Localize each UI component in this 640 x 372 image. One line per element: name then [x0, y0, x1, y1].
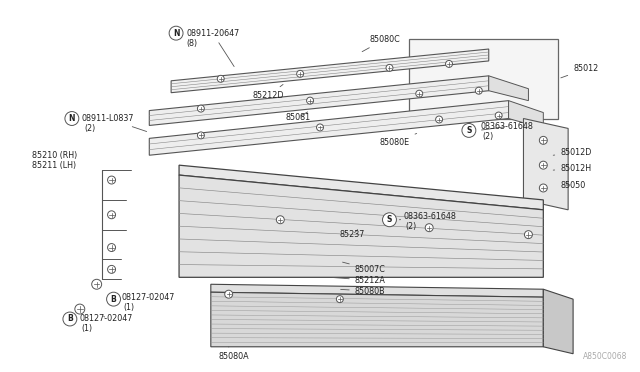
Circle shape: [65, 112, 79, 125]
Circle shape: [307, 97, 314, 104]
Polygon shape: [171, 49, 489, 93]
Circle shape: [108, 211, 116, 219]
Polygon shape: [149, 76, 489, 125]
Polygon shape: [211, 292, 543, 347]
Circle shape: [425, 224, 433, 232]
Circle shape: [197, 105, 204, 112]
Polygon shape: [179, 175, 543, 277]
Circle shape: [108, 244, 116, 251]
Text: 85012: 85012: [561, 64, 598, 78]
Polygon shape: [179, 165, 543, 210]
Circle shape: [276, 216, 284, 224]
Polygon shape: [509, 101, 543, 128]
Text: (2): (2): [483, 132, 494, 141]
Circle shape: [197, 132, 204, 139]
Circle shape: [337, 296, 343, 303]
Circle shape: [108, 176, 116, 184]
Polygon shape: [211, 284, 543, 297]
Text: B: B: [111, 295, 116, 304]
Circle shape: [540, 137, 547, 144]
Text: 85081: 85081: [285, 112, 310, 122]
Text: 85080C: 85080C: [362, 35, 401, 52]
Circle shape: [436, 116, 443, 123]
Circle shape: [297, 70, 303, 77]
Text: 85080E: 85080E: [380, 134, 417, 147]
Circle shape: [524, 231, 532, 238]
Text: 85080A: 85080A: [219, 347, 250, 361]
Text: (2): (2): [405, 222, 417, 231]
Text: 85237: 85237: [340, 230, 365, 239]
Text: N: N: [68, 114, 75, 123]
Polygon shape: [149, 101, 509, 155]
Text: 85007C: 85007C: [342, 262, 386, 274]
Circle shape: [495, 112, 502, 119]
Circle shape: [169, 26, 183, 40]
Circle shape: [63, 312, 77, 326]
Text: 85212A: 85212A: [333, 276, 386, 285]
Circle shape: [75, 304, 84, 314]
Polygon shape: [524, 119, 568, 210]
Text: 85210 (RH): 85210 (RH): [32, 151, 77, 160]
Circle shape: [317, 124, 323, 131]
Text: 08363-61648: 08363-61648: [399, 212, 456, 221]
Text: N: N: [173, 29, 179, 38]
Circle shape: [476, 87, 483, 94]
Text: S: S: [466, 126, 472, 135]
Circle shape: [383, 213, 396, 227]
Circle shape: [445, 60, 452, 67]
Text: 08127-02047: 08127-02047: [122, 293, 175, 302]
Circle shape: [225, 290, 233, 298]
Text: 85211 (LH): 85211 (LH): [32, 161, 76, 170]
Text: (8): (8): [186, 39, 197, 48]
Circle shape: [386, 64, 393, 71]
Text: 08363-61648: 08363-61648: [481, 122, 534, 131]
Polygon shape: [543, 289, 573, 354]
Circle shape: [462, 124, 476, 137]
Text: 85050: 85050: [560, 180, 586, 189]
Polygon shape: [410, 39, 558, 119]
Text: (2): (2): [84, 124, 96, 133]
Circle shape: [108, 265, 116, 273]
Circle shape: [92, 279, 102, 289]
Text: (1): (1): [82, 324, 93, 333]
Text: S: S: [387, 215, 392, 224]
Text: B: B: [67, 314, 73, 324]
Circle shape: [217, 76, 224, 82]
Circle shape: [540, 161, 547, 169]
Circle shape: [540, 184, 547, 192]
Text: 85012D: 85012D: [553, 148, 591, 157]
Text: 85080B: 85080B: [340, 287, 385, 296]
Text: A850C0068: A850C0068: [583, 352, 628, 361]
Text: 08911-20647: 08911-20647: [186, 29, 239, 67]
Circle shape: [107, 292, 120, 306]
Polygon shape: [489, 76, 529, 101]
Text: (1): (1): [124, 302, 134, 312]
Text: 85012H: 85012H: [553, 164, 591, 173]
Circle shape: [416, 90, 423, 97]
Text: 08127-02047: 08127-02047: [80, 314, 133, 324]
Text: 08911-L0837: 08911-L0837: [82, 114, 147, 132]
Text: 85212D: 85212D: [253, 84, 284, 100]
